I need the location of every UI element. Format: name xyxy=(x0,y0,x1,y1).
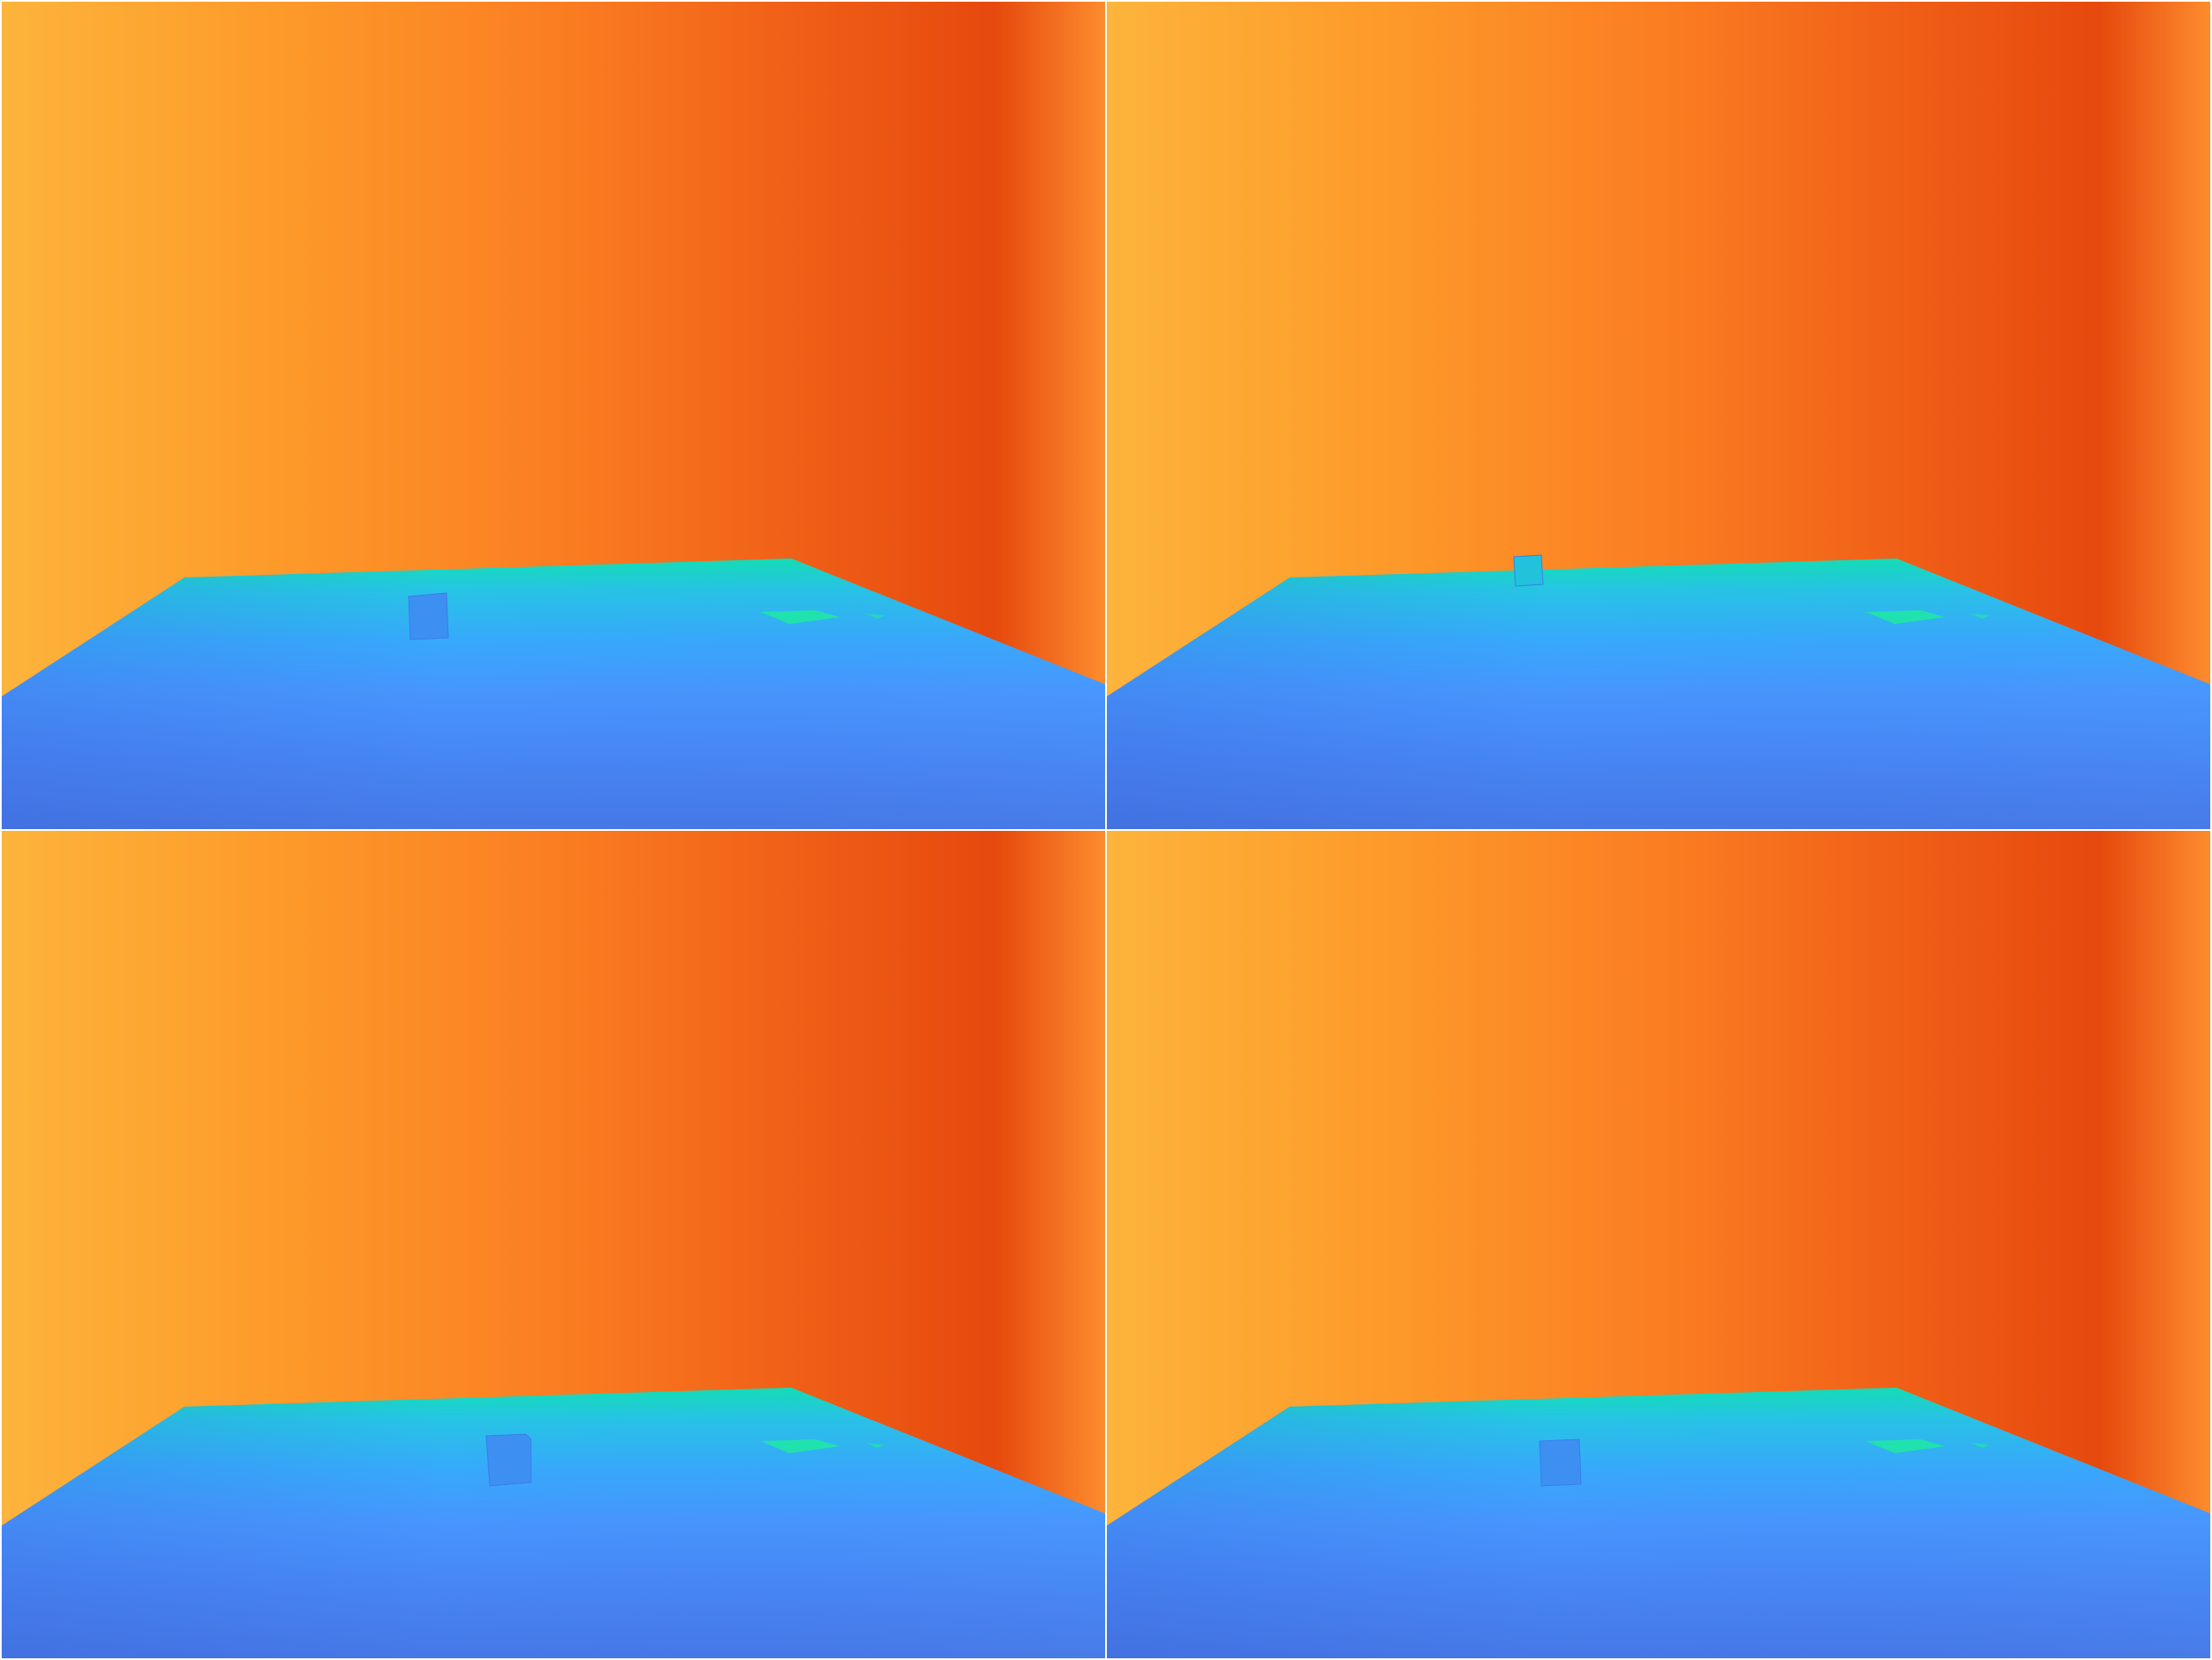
floor-marker-small xyxy=(865,614,884,619)
block-object xyxy=(1513,554,1544,587)
floor-shading xyxy=(2,559,1105,829)
floor-marker xyxy=(1865,1439,1945,1453)
depth-render-svg xyxy=(1107,2,2210,829)
depth-panel-bottom-left xyxy=(2,831,1105,1658)
depth-panel-top-right xyxy=(1107,2,2210,829)
block-object xyxy=(408,592,449,640)
floor-shading xyxy=(1107,559,2210,829)
floor-marker xyxy=(760,610,840,624)
block-object xyxy=(485,1433,532,1487)
depth-render-svg xyxy=(1107,831,2210,1658)
depth-panel-bottom-right xyxy=(1107,831,2210,1658)
depth-panel-top-left xyxy=(2,2,1105,829)
floor-marker xyxy=(1865,610,1945,624)
floor-marker-small xyxy=(1971,1443,1990,1448)
depth-render-svg xyxy=(2,831,1105,1658)
floor-shading xyxy=(2,1388,1105,1658)
block-object xyxy=(1539,1438,1582,1487)
floor-shading xyxy=(1107,1388,2210,1658)
floor-marker-small xyxy=(865,1443,884,1448)
floor-marker xyxy=(760,1439,840,1453)
depth-render-svg xyxy=(2,2,1105,829)
floor-marker-small xyxy=(1971,614,1990,619)
